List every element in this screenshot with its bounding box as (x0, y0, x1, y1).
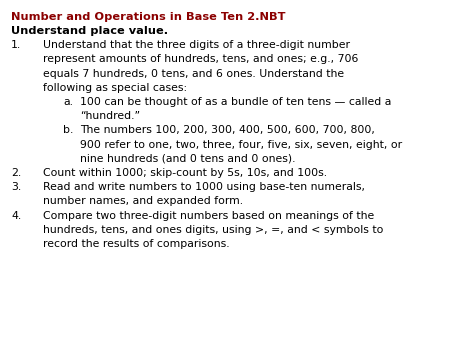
Text: 100 can be thought of as a bundle of ten tens — called a: 100 can be thought of as a bundle of ten… (80, 97, 392, 107)
Text: 2.: 2. (11, 168, 22, 178)
Text: 900 refer to one, two, three, four, five, six, seven, eight, or: 900 refer to one, two, three, four, five… (80, 140, 402, 150)
Text: represent amounts of hundreds, tens, and ones; e.g., 706: represent amounts of hundreds, tens, and… (43, 54, 358, 65)
Text: record the results of comparisons.: record the results of comparisons. (43, 239, 230, 249)
Text: equals 7 hundreds, 0 tens, and 6 ones. Understand the: equals 7 hundreds, 0 tens, and 6 ones. U… (43, 69, 344, 79)
Text: hundreds, tens, and ones digits, using >, =, and < symbols to: hundreds, tens, and ones digits, using >… (43, 225, 383, 235)
Text: 1.: 1. (11, 40, 22, 50)
Text: 4.: 4. (11, 211, 22, 221)
Text: following as special cases:: following as special cases: (43, 83, 187, 93)
Text: “hundred.”: “hundred.” (80, 111, 140, 121)
Text: Number and Operations in Base Ten 2.NBT: Number and Operations in Base Ten 2.NBT (11, 12, 286, 22)
Text: a.: a. (63, 97, 73, 107)
Text: Understand place value.: Understand place value. (11, 26, 168, 36)
Text: nine hundreds (and 0 tens and 0 ones).: nine hundreds (and 0 tens and 0 ones). (80, 154, 296, 164)
Text: Compare two three-digit numbers based on meanings of the: Compare two three-digit numbers based on… (43, 211, 374, 221)
Text: Count within 1000; skip-count by 5s, 10s, and 100s.: Count within 1000; skip-count by 5s, 10s… (43, 168, 327, 178)
Text: The numbers 100, 200, 300, 400, 500, 600, 700, 800,: The numbers 100, 200, 300, 400, 500, 600… (80, 125, 375, 136)
Text: Read and write numbers to 1000 using base-ten numerals,: Read and write numbers to 1000 using bas… (43, 182, 365, 192)
Text: 3.: 3. (11, 182, 22, 192)
Text: b.: b. (63, 125, 73, 136)
Text: Understand that the three digits of a three-digit number: Understand that the three digits of a th… (43, 40, 350, 50)
Text: number names, and expanded form.: number names, and expanded form. (43, 196, 243, 207)
